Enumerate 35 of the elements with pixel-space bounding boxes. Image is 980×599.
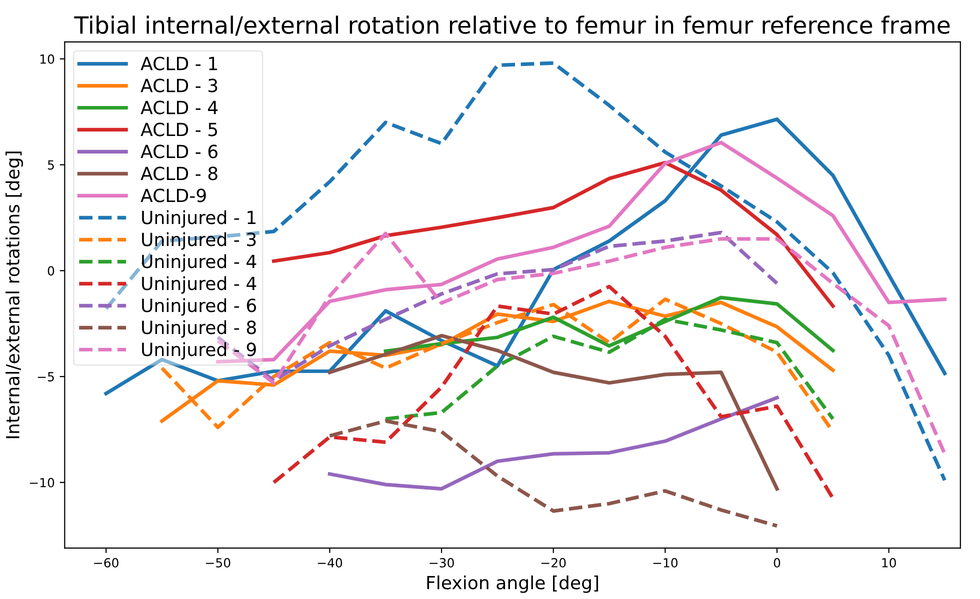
chart-title: Tibial internal/external rotation relative to femur in femur reference frame: [74, 16, 950, 36]
legend-label: ACLD - 3: [140, 78, 218, 92]
legend-label: ACLD-9: [140, 188, 206, 202]
line-series: [272, 160, 835, 308]
line-series: [272, 284, 835, 500]
legend-label: ACLD - 1: [140, 56, 217, 70]
x-tick-label: −40: [318, 558, 342, 568]
legend-label: Uninjured - 8: [142, 320, 256, 338]
legend-label: Uninjured - 4: [142, 254, 256, 272]
x-tick-label: 10: [882, 558, 896, 568]
y-tick-label: 0: [48, 266, 54, 276]
x-tick-label: −50: [206, 558, 230, 568]
x-tick-label: 0: [774, 558, 780, 568]
legend-label: ACLD - 8: [140, 166, 218, 180]
legend-label: ACLD - 4: [140, 100, 218, 114]
y-tick-label: −10: [30, 478, 54, 488]
legend-label: Uninjured - 6: [142, 298, 256, 316]
legend-label: ACLD - 5: [140, 122, 218, 136]
line-series: [328, 334, 779, 491]
x-tick-label: −20: [541, 558, 566, 568]
y-tick-label: −5: [38, 372, 54, 382]
y-tick-label: 5: [48, 160, 54, 170]
y-tick-label: 10: [40, 54, 54, 64]
legend-label: Uninjured - 9: [142, 342, 256, 360]
line-series: [328, 419, 779, 528]
x-axis-title: Flexion angle [deg]: [427, 575, 598, 593]
x-tick-label: −10: [653, 558, 678, 568]
legend-label: ACLD - 6: [140, 144, 218, 158]
y-axis-title: Internal/external rotations [deg]: [6, 152, 24, 438]
x-tick-label: −60: [94, 558, 118, 568]
legend-label: Uninjured - 4: [142, 276, 256, 294]
legend-label: Uninjured - 1: [142, 210, 256, 228]
line-series: [328, 396, 779, 491]
x-tick-label: −30: [430, 558, 454, 568]
legend-label: Uninjured - 3: [142, 232, 256, 250]
